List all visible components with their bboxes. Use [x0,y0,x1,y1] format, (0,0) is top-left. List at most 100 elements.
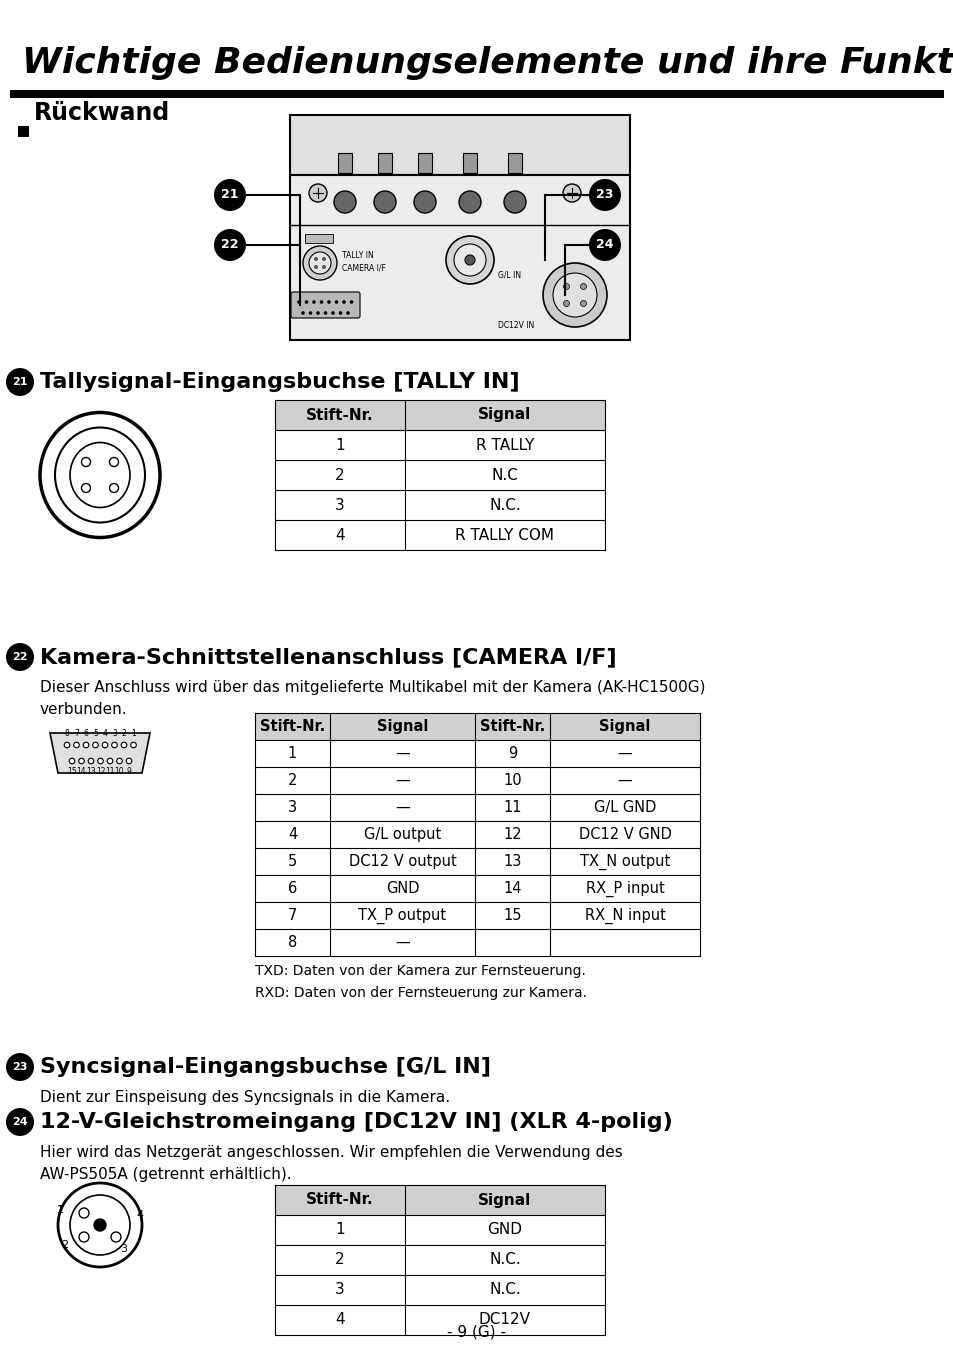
Text: R TALLY: R TALLY [476,437,534,452]
Text: GND: GND [385,881,418,896]
Circle shape [213,179,246,211]
Circle shape [116,758,122,764]
Text: 4: 4 [335,528,344,543]
Text: 10: 10 [114,768,124,776]
Circle shape [334,191,355,213]
Text: Stift-Nr.: Stift-Nr. [306,408,374,422]
Text: —: — [617,746,632,761]
Polygon shape [50,733,150,773]
Text: 1: 1 [335,1223,344,1238]
Circle shape [562,184,580,202]
Text: Kamera-Schnittstellenanschluss [CAMERA I/F]: Kamera-Schnittstellenanschluss [CAMERA I… [40,647,616,668]
Text: TX_N output: TX_N output [579,853,669,869]
Circle shape [312,301,315,303]
Circle shape [110,458,118,467]
Circle shape [331,311,335,314]
Text: GND: GND [487,1223,522,1238]
Text: G/L GND: G/L GND [593,800,656,815]
Bar [377,153,392,173]
Bar [18,126,29,137]
Text: 23: 23 [12,1062,28,1072]
Text: Stift-Nr.: Stift-Nr. [479,719,544,734]
Text: 1: 1 [56,1205,64,1215]
Text: 5: 5 [93,730,98,738]
Text: —: — [395,936,410,951]
Circle shape [6,1108,34,1136]
Circle shape [414,191,436,213]
Circle shape [309,252,331,274]
Circle shape [319,301,323,303]
Bar [274,1185,604,1215]
Text: 5: 5 [288,854,296,869]
Circle shape [315,311,319,314]
Text: 12: 12 [502,827,521,842]
Circle shape [88,758,93,764]
Text: TX_P output: TX_P output [358,907,446,923]
Circle shape [588,179,620,211]
Circle shape [70,758,74,764]
Circle shape [79,1232,89,1242]
Text: DC12 V GND: DC12 V GND [578,827,671,842]
Circle shape [542,263,606,328]
Text: 21: 21 [12,376,28,387]
Bar [337,153,352,173]
Circle shape [314,257,317,261]
Text: 10: 10 [502,773,521,788]
Bar [274,1215,604,1244]
Text: DC12V: DC12V [478,1312,531,1327]
Circle shape [64,742,70,747]
Bar [254,766,700,793]
Circle shape [338,311,342,314]
Circle shape [83,742,89,747]
Text: 9: 9 [127,768,132,776]
Text: 2: 2 [288,773,297,788]
Text: 21: 21 [221,188,238,202]
Bar [274,1275,604,1305]
Circle shape [110,483,118,493]
Circle shape [563,301,569,306]
Text: Rückwand: Rückwand [34,102,170,125]
Text: Stift-Nr.: Stift-Nr. [259,719,325,734]
Bar [274,490,604,520]
Circle shape [327,301,331,303]
Circle shape [111,1232,121,1242]
Circle shape [112,742,117,747]
Text: N.C.: N.C. [489,1252,520,1267]
Bar [290,175,629,340]
Circle shape [314,265,317,269]
Bar [274,1305,604,1335]
Text: —: — [617,773,632,788]
Text: 8: 8 [65,730,70,738]
Circle shape [458,191,480,213]
Bar [254,793,700,821]
Circle shape [454,244,485,276]
Bar [254,929,700,956]
Text: 22: 22 [12,653,28,662]
Text: 11: 11 [503,800,521,815]
Text: 3: 3 [335,497,345,513]
Bar [254,821,700,848]
Text: 1: 1 [335,437,344,452]
Text: TALLY IN: TALLY IN [341,250,374,260]
Circle shape [553,274,597,317]
Text: 14: 14 [503,881,521,896]
Circle shape [579,283,586,290]
Text: —: — [395,773,410,788]
Bar [274,399,604,431]
Circle shape [563,283,569,290]
Text: G/L output: G/L output [363,827,440,842]
Circle shape [301,311,304,314]
Text: 8: 8 [288,936,296,951]
Circle shape [6,643,34,672]
Circle shape [213,229,246,261]
Text: 6: 6 [84,730,89,738]
Text: - 9 (G) -: - 9 (G) - [447,1324,506,1339]
Bar [305,234,333,242]
Circle shape [309,311,312,314]
Circle shape [94,1219,106,1231]
Text: Dient zur Einspeisung des Syncsignals in die Kamera.: Dient zur Einspeisung des Syncsignals in… [40,1090,450,1105]
Circle shape [121,742,127,747]
Bar [254,875,700,902]
Circle shape [92,742,98,747]
Text: —: — [395,746,410,761]
